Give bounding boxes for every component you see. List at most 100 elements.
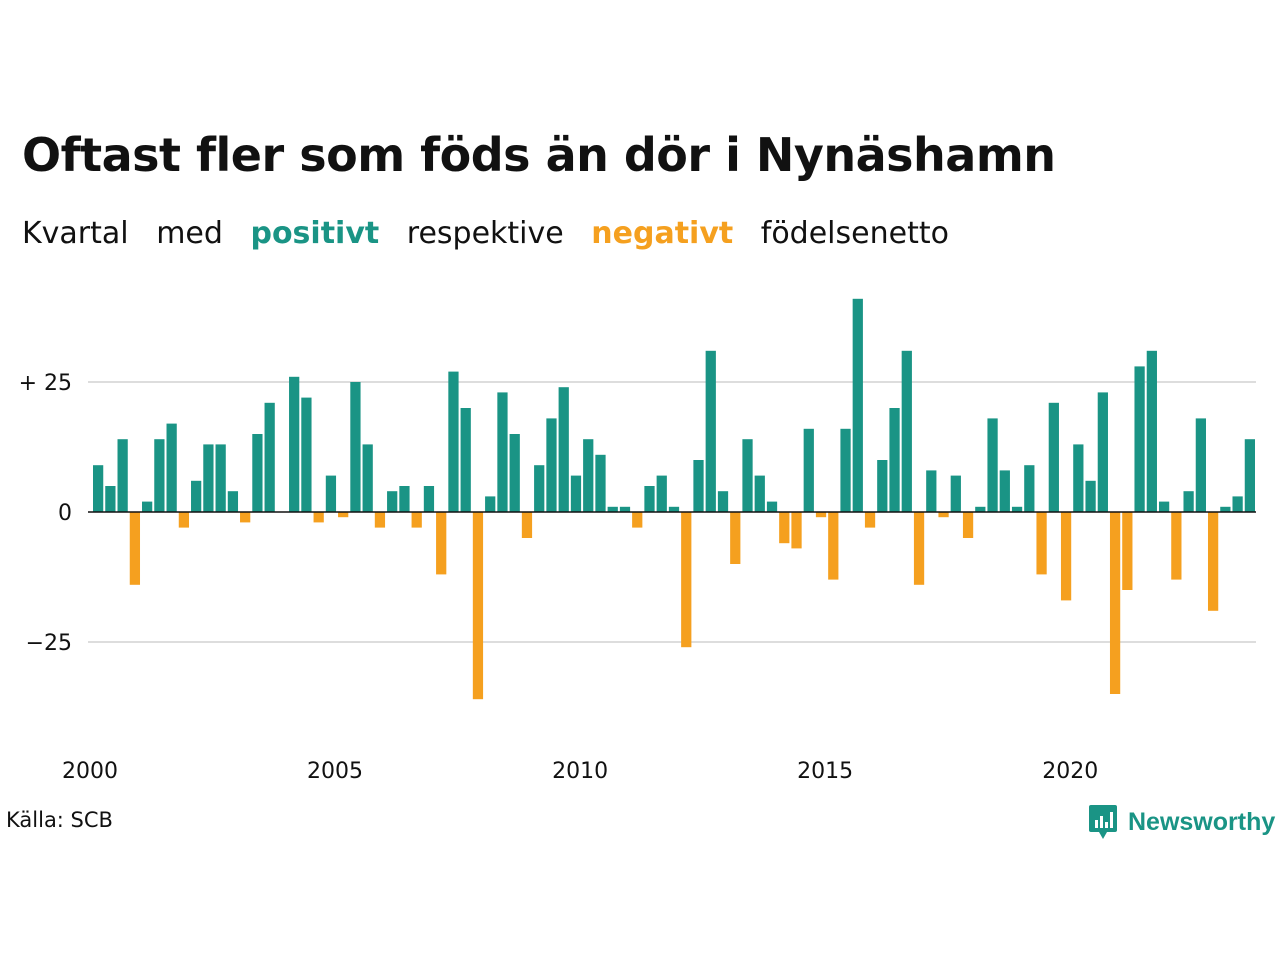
bar bbox=[93, 465, 104, 512]
y-tick-label: −25 bbox=[26, 631, 72, 656]
bar bbox=[252, 434, 263, 512]
bar bbox=[166, 423, 177, 512]
y-tick-label: + 25 bbox=[19, 371, 72, 396]
brand-name: Newsworthy bbox=[1128, 807, 1276, 836]
bar bbox=[595, 454, 606, 512]
bar bbox=[754, 475, 765, 512]
bar bbox=[877, 460, 888, 512]
brand-logo: Newsworthy bbox=[1088, 802, 1275, 842]
bar bbox=[693, 460, 704, 512]
x-tick-label: 2005 bbox=[307, 759, 363, 784]
bar bbox=[1183, 491, 1194, 512]
subtitle-text-fodelsenetto: födelsenetto bbox=[760, 216, 949, 251]
bar bbox=[803, 428, 814, 512]
bar bbox=[987, 418, 998, 512]
chart-title: Oftast fler som föds än dör i Nynäshamn bbox=[22, 128, 1056, 182]
bar bbox=[387, 491, 398, 512]
bar bbox=[301, 397, 312, 512]
bar bbox=[227, 491, 239, 512]
bar bbox=[240, 512, 251, 523]
subtitle-text-med: med bbox=[156, 216, 223, 251]
bar bbox=[1244, 439, 1255, 512]
subtitle-negative-label: negativt bbox=[591, 216, 734, 251]
bar bbox=[840, 428, 851, 512]
bar bbox=[583, 439, 594, 512]
bar bbox=[203, 444, 214, 512]
bar bbox=[215, 444, 226, 512]
bar bbox=[350, 382, 361, 512]
bar bbox=[828, 512, 839, 580]
bar bbox=[399, 486, 410, 512]
bar bbox=[975, 506, 986, 512]
bar bbox=[717, 491, 729, 512]
bar bbox=[509, 434, 520, 512]
subtitle-text-kvartal: Kvartal bbox=[22, 216, 129, 251]
bar bbox=[460, 408, 471, 512]
bar bbox=[730, 512, 741, 564]
bar bbox=[448, 371, 459, 512]
bar bbox=[1134, 366, 1145, 512]
bar bbox=[521, 512, 533, 538]
bar bbox=[1060, 512, 1072, 601]
bar bbox=[656, 475, 667, 512]
bar bbox=[1158, 501, 1170, 512]
bar-layer bbox=[88, 298, 1256, 700]
bar bbox=[1024, 465, 1035, 512]
bar bbox=[485, 496, 496, 512]
bar bbox=[668, 506, 680, 512]
source-note: Källa: SCB bbox=[6, 808, 113, 832]
bar bbox=[472, 512, 484, 700]
bar bbox=[129, 512, 141, 585]
bar bbox=[1171, 512, 1182, 580]
bar bbox=[436, 512, 447, 575]
bar bbox=[374, 512, 386, 528]
axis-label-layer: + 25 0 −25 2000 2005 2010 2015 2020 bbox=[19, 371, 1099, 784]
bar bbox=[497, 392, 508, 512]
bar bbox=[864, 512, 876, 528]
bar bbox=[423, 486, 435, 512]
bar bbox=[117, 439, 128, 512]
x-tick-label: 2015 bbox=[797, 759, 853, 784]
bar bbox=[705, 350, 716, 512]
x-tick-label: 2000 bbox=[62, 759, 118, 784]
bar bbox=[644, 486, 655, 512]
bar bbox=[1036, 512, 1047, 575]
bar bbox=[1232, 496, 1243, 512]
bar bbox=[178, 512, 190, 528]
bar bbox=[313, 512, 324, 523]
bar bbox=[570, 475, 582, 512]
bar bbox=[607, 506, 618, 512]
bar bbox=[558, 387, 569, 512]
bar bbox=[546, 418, 557, 512]
bar bbox=[950, 475, 961, 512]
bar bbox=[901, 350, 912, 512]
bar bbox=[999, 470, 1010, 512]
bar bbox=[1122, 512, 1133, 590]
subtitle-positive-label: positivt bbox=[250, 216, 380, 251]
bar bbox=[1207, 512, 1219, 611]
grid-layer bbox=[88, 381, 1256, 643]
bar bbox=[926, 470, 937, 512]
bar bbox=[362, 444, 373, 512]
bar bbox=[889, 408, 900, 512]
bar bbox=[632, 512, 643, 528]
bar bbox=[1097, 392, 1108, 512]
bar bbox=[338, 512, 349, 518]
bar bbox=[1073, 444, 1084, 512]
bar bbox=[1011, 506, 1023, 512]
bar bbox=[264, 402, 275, 512]
bar bbox=[852, 298, 863, 512]
bar bbox=[681, 512, 692, 648]
bar bbox=[815, 512, 827, 518]
x-tick-label: 2020 bbox=[1042, 759, 1098, 784]
bar bbox=[1195, 418, 1206, 512]
bar bbox=[619, 506, 631, 512]
bar bbox=[791, 512, 802, 549]
bar bbox=[913, 512, 925, 585]
bar bbox=[938, 512, 949, 518]
bar bbox=[411, 512, 422, 528]
newsworthy-logo-icon bbox=[1089, 805, 1117, 839]
bar bbox=[779, 512, 790, 544]
y-tick-label: 0 bbox=[58, 501, 72, 526]
